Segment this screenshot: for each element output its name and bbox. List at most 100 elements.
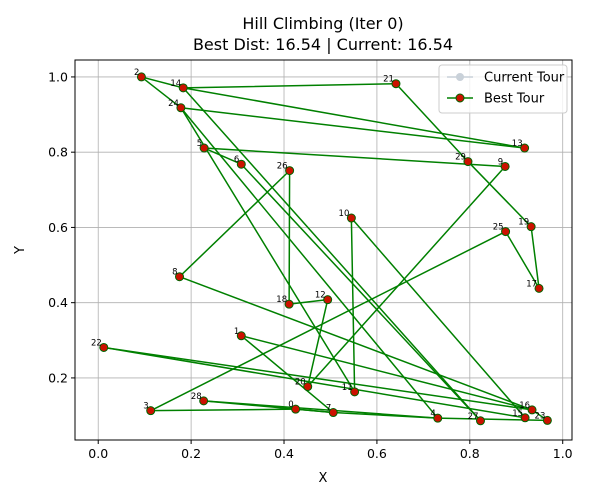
city-marker [526, 222, 536, 232]
city-label: 5 [197, 139, 202, 149]
x-tick-label: 0.0 [88, 446, 108, 461]
legend: Current Tour Best Tour [438, 64, 568, 114]
city-marker [391, 79, 401, 89]
city-label: 18 [276, 295, 287, 305]
city-marker [534, 283, 544, 293]
city-marker [176, 103, 186, 113]
city-label: 8 [172, 268, 177, 278]
tour-segment [350, 217, 356, 393]
city-marker [520, 143, 530, 153]
city-label: 29 [455, 153, 466, 163]
y-tick-label: 0.6 [48, 220, 68, 235]
plot-frame [74, 59, 573, 441]
y-axis-ticks: 0.2 0.4 0.6 0.8 1.0 [48, 69, 75, 385]
city-label: 28 [191, 392, 202, 402]
city-marker [520, 413, 530, 423]
city-marker [346, 213, 356, 223]
x-tick-label: 0.8 [460, 446, 480, 461]
tour-segment [240, 335, 533, 411]
x-tick-label: 0.4 [274, 446, 294, 461]
x-axis-label: X [319, 471, 328, 486]
city-label: 1 [234, 327, 239, 337]
tour-lines [103, 76, 549, 422]
city-marker [328, 408, 338, 418]
city-label: 15 [512, 409, 523, 419]
city-label: 6 [234, 155, 239, 165]
tour-segment [182, 87, 526, 149]
city-marker [175, 272, 185, 282]
city-marker [433, 413, 443, 423]
city-label: 17 [526, 279, 537, 289]
y-tick-label: 0.4 [48, 295, 68, 310]
tour-segment [437, 417, 549, 422]
city-label: 10 [339, 209, 350, 219]
city-label: 2 [134, 68, 139, 78]
city-marker [199, 396, 209, 406]
legend-current-label: Current Tour [484, 71, 565, 86]
city-label: 16 [519, 401, 530, 411]
city-label: 11 [342, 383, 353, 393]
legend-best-marker [455, 93, 465, 103]
city-marker [236, 159, 246, 169]
tour-segment [149, 408, 297, 412]
city-label: 22 [91, 338, 102, 348]
tour-segment [395, 82, 469, 163]
city-marker [291, 404, 301, 414]
city-marker [136, 72, 146, 82]
city-marker [284, 299, 294, 309]
city-marker [463, 157, 473, 167]
city-marker [542, 415, 552, 425]
city-marker [303, 382, 313, 392]
tour-segment [504, 230, 540, 290]
tour-segment [240, 335, 335, 414]
x-tick-label: 0.6 [367, 446, 387, 461]
city-marker [350, 387, 360, 397]
city-marker [501, 227, 511, 237]
tour-segment [306, 298, 329, 388]
y-tick-label: 0.2 [48, 370, 68, 385]
city-marker [475, 416, 485, 426]
y-tick-label: 1.0 [48, 69, 68, 84]
city-markers [99, 72, 552, 426]
tour-segment [180, 107, 356, 393]
city-label: 7 [326, 404, 331, 414]
x-axis-ticks: 0.0 0.2 0.4 0.6 0.8 1.0 [88, 440, 573, 461]
city-label: 27 [468, 412, 479, 422]
legend-best-label: Best Tour [484, 92, 545, 107]
tour-segment [149, 230, 507, 412]
tour-segment [182, 87, 482, 422]
tour-segment [467, 160, 532, 228]
city-marker [236, 331, 246, 341]
city-marker [323, 295, 333, 305]
city-label: 13 [512, 139, 523, 149]
tour-segment [203, 147, 506, 168]
chart-title-line2: Best Dist: 16.54 | Current: 16.54 [193, 35, 453, 54]
city-label: 12 [315, 291, 326, 301]
tour-segment [202, 400, 335, 414]
city-label: 19 [518, 218, 529, 228]
tour-segment [180, 107, 439, 419]
city-label: 3 [143, 402, 148, 412]
city-marker [99, 342, 109, 352]
tour-segment [178, 275, 533, 411]
city-marker [500, 161, 510, 171]
city-labels: 0123456789101112131415161718192021222324… [91, 68, 545, 422]
chart-title-line1: Hill Climbing (Iter 0) [242, 14, 403, 33]
tour-segment [350, 217, 526, 419]
y-axis-label: Y [13, 246, 28, 255]
tour-segment [530, 225, 540, 290]
x-tick-label: 0.2 [181, 446, 201, 461]
tour-segment [288, 298, 329, 305]
city-label: 4 [430, 409, 435, 419]
tour-segment [203, 147, 243, 165]
city-label: 25 [493, 223, 504, 233]
city-label: 9 [498, 157, 503, 167]
city-label: 20 [295, 378, 306, 388]
tour-segment [178, 169, 291, 278]
tour-segment [140, 76, 184, 89]
tour-segment [306, 165, 506, 388]
tour-segment [182, 82, 397, 89]
y-tick-label: 0.8 [48, 145, 68, 160]
legend-current-marker [456, 73, 464, 81]
